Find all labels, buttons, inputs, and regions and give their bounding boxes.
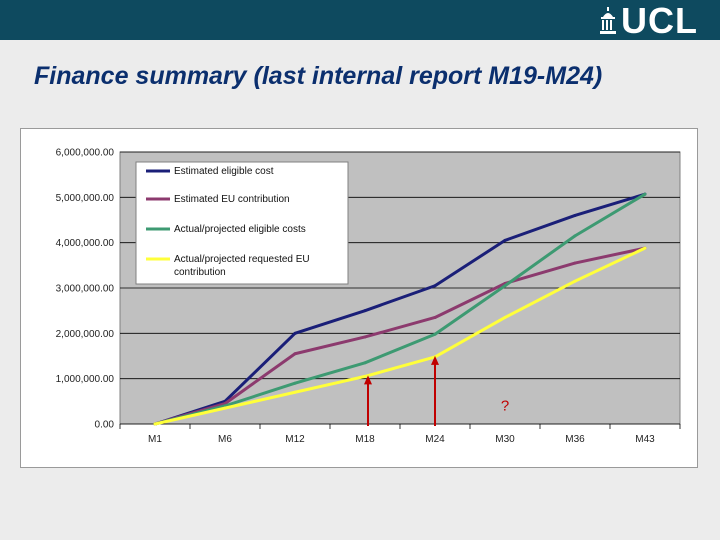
- y-tick-label: 4,000,000.00: [56, 238, 115, 249]
- x-tick-label: M12: [285, 434, 305, 445]
- series-1-point: [293, 331, 297, 335]
- series-4-point: [153, 422, 157, 426]
- series-4-point: [573, 279, 577, 283]
- series-line-1: [154, 192, 646, 426]
- y-tick-label: 6,000,000.00: [56, 148, 115, 159]
- x-tick-label: M18: [355, 434, 375, 445]
- header-bar: UCL: [0, 0, 720, 40]
- legend-label-2: Estimated EU contribution: [174, 194, 290, 205]
- x-tick-label: M30: [495, 434, 515, 445]
- series-3-point: [433, 332, 437, 336]
- y-tick-label: 3,000,000.00: [56, 284, 115, 295]
- annotation-question-mark: ?: [501, 397, 509, 414]
- series-line-2: [154, 246, 646, 426]
- legend-label-3: Actual/projected eligible costs: [174, 224, 306, 235]
- series-2-point: [363, 335, 367, 339]
- series-4-point: [643, 246, 647, 250]
- series-1-point: [573, 213, 577, 217]
- annotation-arrowhead-2: [431, 355, 439, 365]
- slide-title: Finance summary (last internal report M1…: [34, 62, 603, 90]
- y-tick-label: 5,000,000.00: [56, 193, 115, 204]
- series-2-point: [433, 315, 437, 319]
- y-tick-label: 2,000,000.00: [56, 329, 115, 340]
- series-4-point: [363, 374, 367, 378]
- portico-icon: [600, 7, 616, 34]
- y-tick-label: 0.00: [95, 420, 115, 431]
- series-line-4: [154, 246, 646, 426]
- series-3-point: [573, 234, 577, 238]
- series-1-point: [503, 238, 507, 242]
- series-3-point: [643, 192, 647, 196]
- x-tick-label: M36: [565, 434, 585, 445]
- finance-line-chart: 0.00 1,000,000.00 2,000,000.00 3,000,000.00…: [56, 148, 681, 445]
- series-3-point: [503, 284, 507, 288]
- series-4-point: [503, 315, 507, 319]
- series-3-point: [293, 381, 297, 385]
- annotation-arrowhead-1: [364, 375, 372, 385]
- chart-frame: 0.00 1,000,000.00 2,000,000.00 3,000,000.00…: [20, 128, 698, 468]
- logo-wordmark: UCL: [621, 0, 698, 41]
- series-4-point: [223, 406, 227, 410]
- x-tick-label: M1: [148, 434, 162, 445]
- series-line-3: [154, 192, 646, 426]
- x-tick-label: M43: [635, 434, 655, 445]
- ucl-logo: UCL: [599, 0, 698, 41]
- y-tick-label: 1,000,000.00: [56, 374, 115, 385]
- series-2-point: [573, 261, 577, 265]
- legend-label-4: Actual/projected requested EU contributio…: [174, 254, 310, 278]
- series-1-point: [363, 309, 367, 313]
- series-1-point: [433, 284, 437, 288]
- x-tick-label: M24: [425, 434, 445, 445]
- legend-box: [135, 161, 349, 285]
- series-2-point: [293, 352, 297, 356]
- legend-label-1: Estimated eligible cost: [174, 166, 274, 177]
- series-3-point: [363, 361, 367, 365]
- x-tick-label: M6: [218, 434, 232, 445]
- series-4-point: [293, 390, 297, 394]
